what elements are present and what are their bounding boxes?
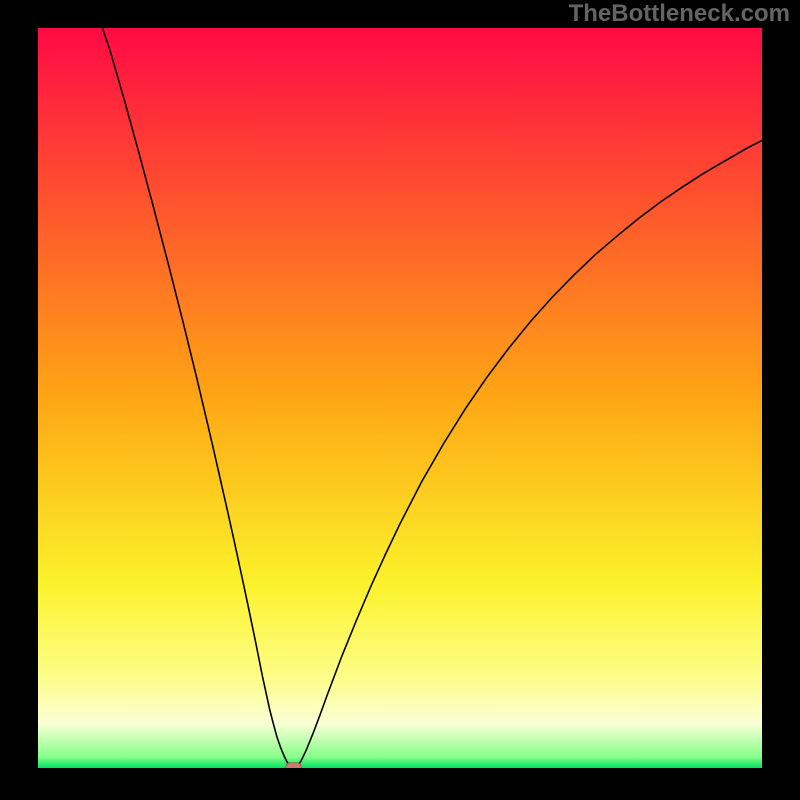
plot-area (38, 28, 762, 768)
minimum-marker (286, 763, 301, 768)
watermark-text: TheBottleneck.com (569, 0, 790, 28)
gradient-background (38, 28, 762, 768)
plot-svg (38, 28, 762, 768)
figure-container: TheBottleneck.com (0, 0, 800, 800)
